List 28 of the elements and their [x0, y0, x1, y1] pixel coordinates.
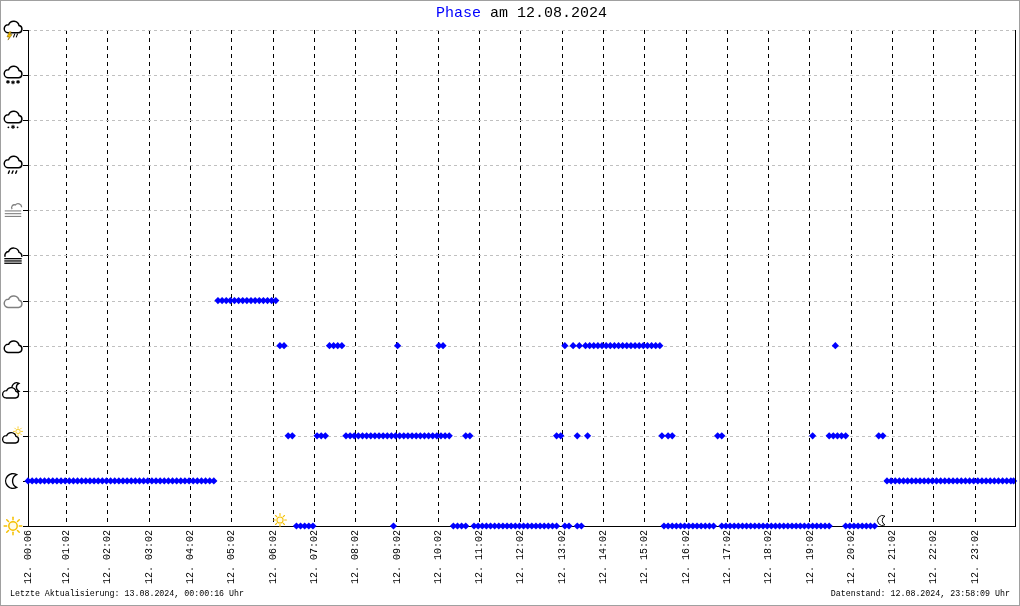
- chart-title: am 12.08.2024: [489, 4, 608, 22]
- x-tick-label: 12. 08:02: [350, 530, 362, 585]
- x-tick-label: 12. 22:02: [928, 530, 940, 585]
- x-tick-label: 12. 11:02: [474, 530, 486, 585]
- x-tick-label: 12. 05:02: [226, 530, 238, 585]
- x-tick-label: 12. 12:02: [515, 530, 527, 585]
- x-tick-label: 12. 10:02: [432, 530, 444, 585]
- x-tick-label: 12. 07:02: [308, 530, 320, 585]
- x-tick-label: 12. 23:02: [969, 530, 981, 585]
- x-tick-label: 12. 04:02: [185, 530, 197, 585]
- x-tick-label: 12. 17:02: [721, 530, 733, 585]
- x-tick-label: 12. 06:02: [267, 530, 279, 585]
- text: Phase: [435, 4, 481, 22]
- x-tick-label: 12. 00:06: [22, 530, 34, 585]
- x-tick-label: 12. 02:02: [102, 530, 114, 585]
- text: Datenstand: 12.08.2024, 23:58:09 Uhr: [830, 589, 1010, 599]
- x-tick-label: 12. 13:02: [556, 530, 568, 585]
- x-tick-label: 12. 16:02: [680, 530, 692, 585]
- x-tick-label: 12. 21:02: [887, 530, 899, 585]
- x-tick-label: 12. 01:02: [61, 530, 73, 585]
- text: Letzte Aktualisierung: 13.08.2024, 00:00:16 Uhr: [10, 589, 245, 599]
- x-tick-label: 12. 09:02: [391, 530, 403, 585]
- x-tick-label: 12. 19:02: [804, 530, 816, 585]
- x-tick-label: 12. 14:02: [598, 530, 610, 585]
- x-tick-label: 12. 15:02: [639, 530, 651, 585]
- x-tick-label: 12. 20:02: [845, 530, 857, 585]
- x-tick-label: 12. 03:02: [143, 530, 155, 585]
- x-tick-label: 12. 18:02: [763, 530, 775, 585]
